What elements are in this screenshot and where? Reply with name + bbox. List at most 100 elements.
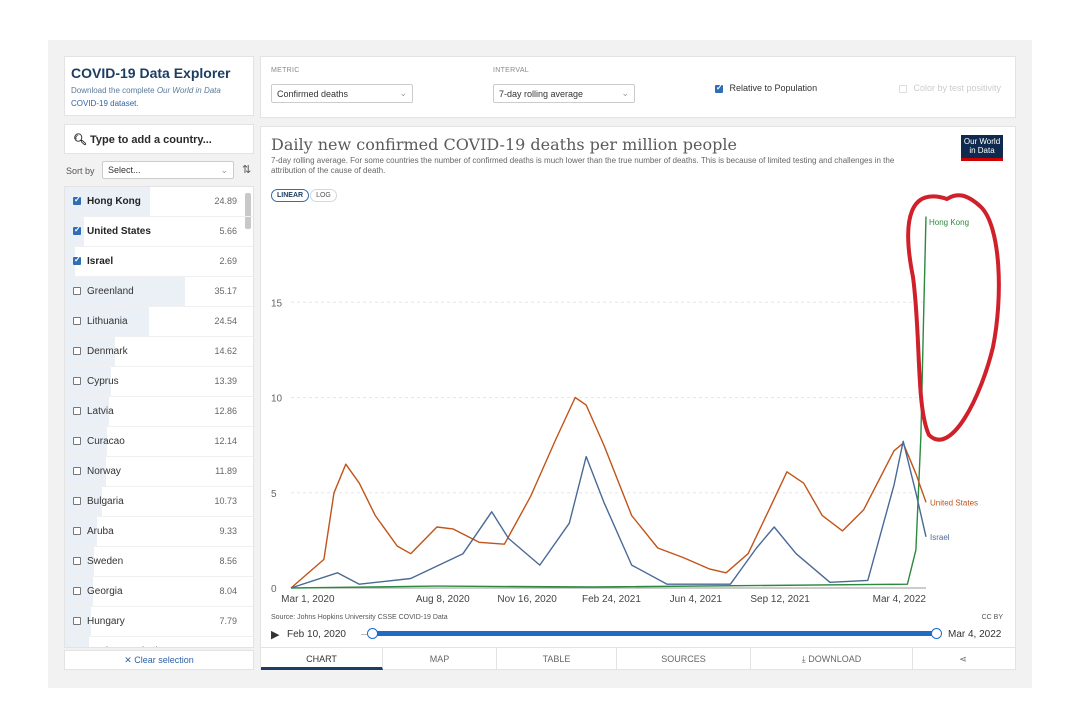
- country-name: North Macedonia: [87, 646, 163, 647]
- country-row[interactable]: Georgia 8.04: [65, 577, 253, 607]
- country-row[interactable]: Hungary 7.79: [65, 607, 253, 637]
- checkbox-icon[interactable]: [73, 587, 81, 595]
- checkbox-icon[interactable]: [73, 287, 81, 295]
- timeline-end-date: Mar 4, 2022: [948, 629, 1002, 640]
- country-name: Cyprus: [87, 376, 119, 387]
- country-row[interactable]: Sweden 8.56: [65, 547, 253, 577]
- country-value-bar: [65, 397, 109, 426]
- y-tick-label: 0: [271, 584, 277, 595]
- clear-selection-button[interactable]: ✕ Clear selection: [64, 650, 254, 670]
- scrollbar-thumb[interactable]: [245, 193, 251, 229]
- x-tick-label: Sep 12, 2021: [750, 594, 810, 605]
- country-value: 14.62: [214, 346, 237, 356]
- checkbox-icon[interactable]: [73, 557, 81, 565]
- x-tick-label: Nov 16, 2020: [497, 594, 557, 605]
- country-value: 35.17: [214, 286, 237, 296]
- tab-sources[interactable]: SOURCES: [617, 648, 751, 670]
- checkbox-icon[interactable]: [899, 84, 907, 93]
- checkbox-checked-icon[interactable]: [73, 255, 81, 265]
- country-name: Aruba: [87, 526, 114, 537]
- country-row[interactable]: Cyprus 13.39: [65, 367, 253, 397]
- country-value: 7.2: [224, 646, 237, 647]
- series-label: Hong Kong: [929, 218, 969, 227]
- country-row[interactable]: Greenland 35.17: [65, 277, 253, 307]
- country-row[interactable]: Israel 2.69: [65, 247, 253, 277]
- sort-order-icon[interactable]: ⇅: [242, 164, 252, 176]
- country-name: Curacao: [87, 436, 125, 447]
- tab-download[interactable]: ⤓ DOWNLOAD: [751, 648, 913, 670]
- timeline-end-handle[interactable]: [931, 628, 942, 639]
- country-row[interactable]: Hong Kong 24.89: [65, 187, 253, 217]
- timeline-start-date: Feb 10, 2020: [287, 629, 346, 640]
- interval-select[interactable]: 7-day rolling average ⌄: [493, 84, 635, 103]
- x-tick-label: Mar 1, 2020: [281, 594, 335, 605]
- play-icon[interactable]: ▶: [271, 629, 280, 641]
- country-value-bar: [65, 247, 75, 276]
- relative-label: Relative to Population: [729, 83, 818, 93]
- desc-prefix: Download the complete: [71, 86, 157, 95]
- checkbox-checked-icon[interactable]: [715, 83, 723, 93]
- country-name: Denmark: [87, 346, 128, 357]
- series-line-united-states: [290, 396, 927, 589]
- country-row[interactable]: North Macedonia 7.2: [65, 637, 253, 648]
- country-name: Sweden: [87, 556, 124, 567]
- country-value-bar: [65, 517, 97, 546]
- checkbox-icon[interactable]: [73, 647, 81, 648]
- checkbox-icon[interactable]: [73, 467, 81, 475]
- checkbox-checked-icon[interactable]: [73, 195, 81, 205]
- country-value: 8.04: [219, 586, 237, 596]
- country-search[interactable]: 🔍︎ Type to add a country...: [64, 124, 254, 154]
- country-value-bar: [65, 487, 102, 516]
- license-label: CC BY: [981, 614, 1003, 621]
- chevron-down-icon: ⌄: [621, 88, 629, 98]
- tab-map[interactable]: MAP: [383, 648, 497, 670]
- scale-toggle: LINEAR LOG: [271, 189, 338, 202]
- country-row[interactable]: United States 5.66: [65, 217, 253, 247]
- explorer-header: COVID-19 Data Explorer Download the comp…: [64, 56, 254, 116]
- chart-subtitle: 7-day rolling average. For some countrie…: [271, 156, 895, 175]
- country-row[interactable]: Latvia 12.86: [65, 397, 253, 427]
- tab-table[interactable]: TABLE: [497, 648, 617, 670]
- app-description: Download the complete Our World in Data …: [71, 84, 247, 110]
- timeline: ▶ Feb 10, 2020 Mar 4, 2022: [271, 627, 1007, 643]
- tab-chart[interactable]: CHART: [261, 648, 383, 670]
- metric-select[interactable]: Confirmed deaths ⌄: [271, 84, 413, 103]
- country-row[interactable]: Aruba 9.33: [65, 517, 253, 547]
- timeline-range[interactable]: [373, 631, 937, 636]
- checkbox-icon[interactable]: [73, 377, 81, 385]
- country-row[interactable]: Lithuania 24.54: [65, 307, 253, 337]
- country-name: Bulgaria: [87, 496, 124, 507]
- country-list: Hong Kong 24.89 United States 5.66 Israel 2.6…: [64, 186, 254, 648]
- dataset-link[interactable]: COVID-19 dataset.: [71, 99, 139, 108]
- country-value: 5.66: [219, 226, 237, 236]
- share-button[interactable]: ⋖: [913, 648, 1013, 670]
- country-value: 8.56: [219, 556, 237, 566]
- app-frame: COVID-19 Data Explorer Download the comp…: [48, 40, 1032, 688]
- sort-select[interactable]: Select... ⌄: [102, 161, 234, 179]
- checkbox-icon[interactable]: [73, 617, 81, 625]
- checkbox-icon[interactable]: [73, 437, 81, 445]
- country-name: United States: [87, 226, 151, 237]
- checkbox-checked-icon[interactable]: [73, 225, 81, 235]
- relative-toggle[interactable]: Relative to Population: [715, 83, 817, 93]
- checkbox-icon[interactable]: [73, 317, 81, 325]
- country-value-bar: [65, 427, 107, 456]
- search-placeholder: Type to add a country...: [90, 134, 212, 146]
- linear-button[interactable]: LINEAR: [271, 189, 310, 202]
- owid-logo: Our World in Data: [961, 135, 1003, 161]
- y-tick-label: 5: [271, 489, 277, 500]
- country-row[interactable]: Bulgaria 10.73: [65, 487, 253, 517]
- country-value: 12.14: [214, 436, 237, 446]
- checkbox-icon[interactable]: [73, 497, 81, 505]
- log-button[interactable]: LOG: [310, 189, 337, 202]
- color-toggle[interactable]: Color by test positivity: [899, 83, 1001, 93]
- country-value: 9.33: [219, 526, 237, 536]
- checkbox-icon[interactable]: [73, 527, 81, 535]
- checkbox-icon[interactable]: [73, 407, 81, 415]
- series-label: United States: [930, 498, 978, 507]
- country-row[interactable]: Curacao 12.14: [65, 427, 253, 457]
- country-row[interactable]: Denmark 14.62: [65, 337, 253, 367]
- timeline-start-handle[interactable]: [367, 628, 378, 639]
- country-row[interactable]: Norway 11.89: [65, 457, 253, 487]
- checkbox-icon[interactable]: [73, 347, 81, 355]
